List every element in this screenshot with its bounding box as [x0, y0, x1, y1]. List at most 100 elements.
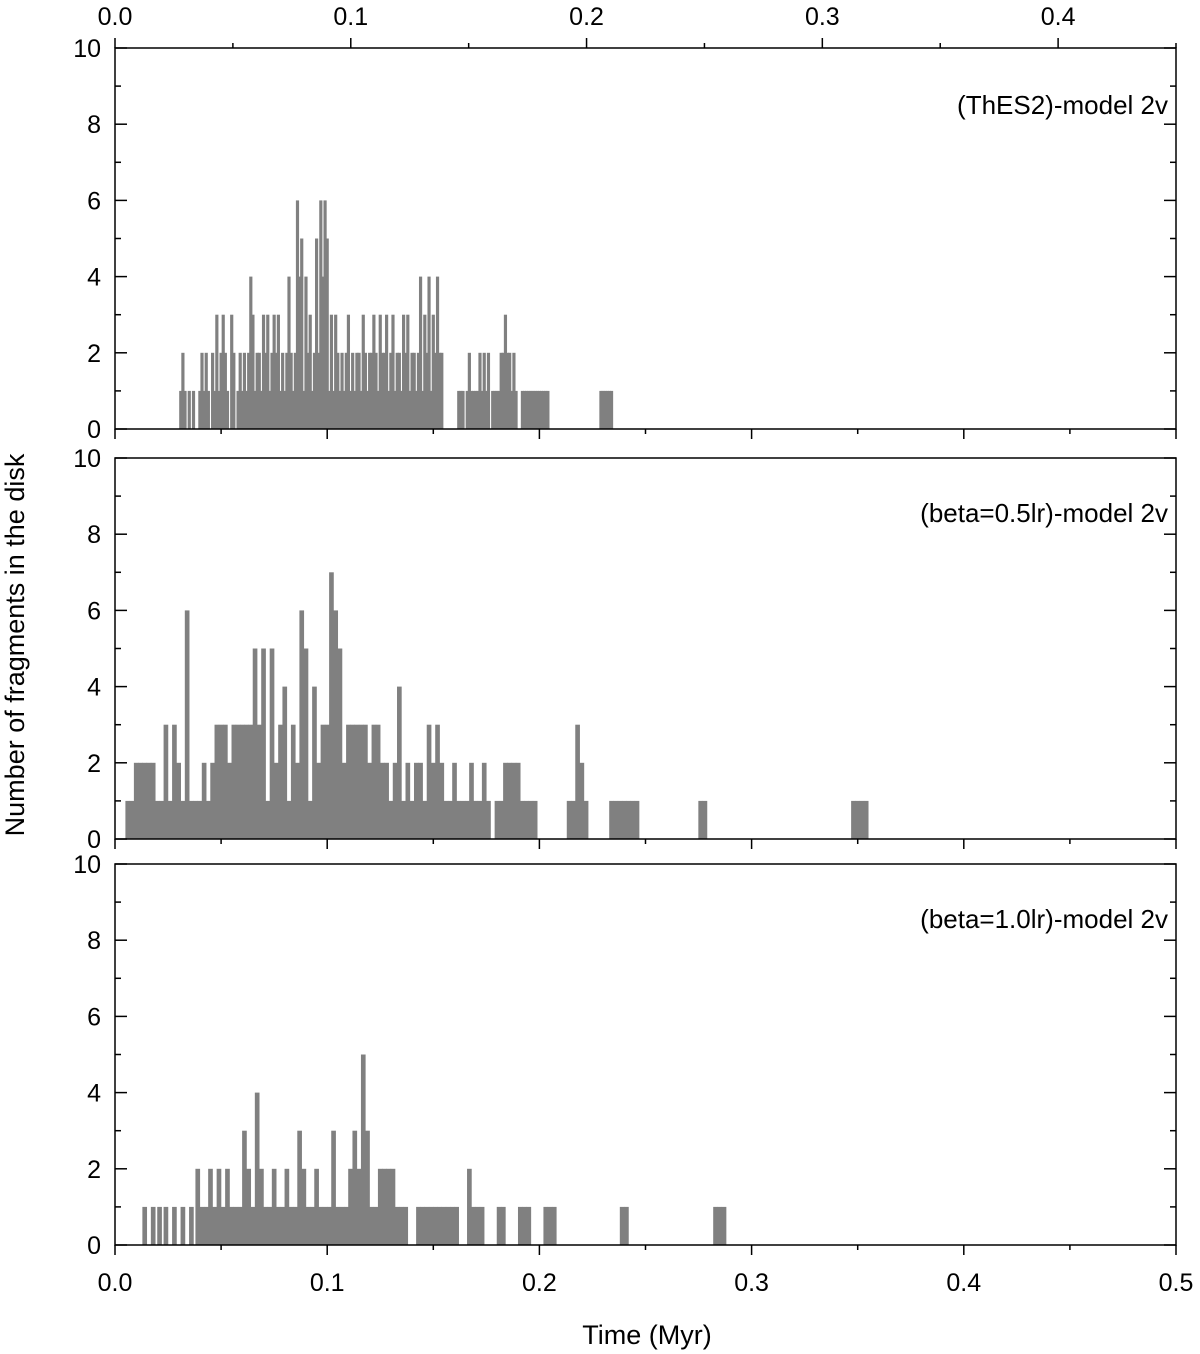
bar-p3-29 — [288, 1206, 294, 1245]
bar-p1-27 — [251, 314, 255, 429]
y-tick-label-p2-5: 10 — [73, 445, 101, 473]
bar-p2-43 — [307, 800, 313, 839]
bar-p1-83 — [370, 352, 374, 429]
bar-p2-59 — [375, 724, 381, 839]
bar-p1-0 — [179, 390, 183, 429]
bar-p1-12 — [215, 314, 219, 429]
bar-p1-109 — [425, 352, 429, 429]
bar-p1-121 — [467, 352, 471, 429]
bar-p1-81 — [365, 390, 370, 429]
bar-p3-30 — [293, 1206, 298, 1245]
bar-p1-7 — [202, 390, 206, 429]
y-tick-label-p2-1: 2 — [87, 750, 101, 778]
bar-p1-150 — [535, 390, 539, 429]
bar-p2-70 — [422, 800, 428, 839]
bar-p2-63 — [392, 762, 398, 839]
top-x-tick-label-3: 0.3 — [805, 3, 840, 31]
bar-p2-84 — [481, 762, 487, 839]
bar-p1-61 — [323, 200, 327, 429]
bar-p3-57 — [416, 1206, 421, 1245]
bar-p1-124 — [474, 390, 478, 429]
bar-p2-95 — [532, 800, 538, 839]
bar-p1-19 — [232, 352, 236, 429]
bar-p2-22 — [218, 724, 224, 839]
bar-p1-156 — [599, 390, 603, 429]
labels-layer: 0 2 4 6 8 10 (ThES2)-model 2v 0 2 4 6 8 10 (beta=0.5l… — [73, 3, 1193, 1297]
bar-p1-37 — [272, 314, 276, 429]
bar-p1-62 — [325, 238, 329, 429]
bar-p1-114 — [435, 276, 440, 429]
bar-p1-68 — [338, 390, 342, 429]
bar-p1-47 — [293, 352, 297, 429]
bar-p2-61 — [384, 762, 389, 839]
bar-p3-15 — [229, 1206, 235, 1245]
top-x-tick-label-2: 0.2 — [569, 3, 604, 31]
bar-p1-118 — [459, 390, 463, 429]
bar-p1-67 — [336, 352, 340, 429]
bar-p3-47 — [365, 1130, 370, 1245]
bar-p1-141 — [512, 352, 516, 429]
bar-p3-3 — [163, 1206, 169, 1245]
bar-p1-72 — [346, 314, 351, 429]
y-tick-label-p1-2: 4 — [87, 264, 101, 292]
bar-p1-157 — [601, 390, 605, 429]
bar-p2-68 — [413, 762, 419, 839]
bar-p2-88 — [503, 762, 508, 839]
bar-p1-17 — [225, 390, 230, 429]
bar-p1-51 — [302, 390, 306, 429]
bar-p2-36 — [278, 724, 283, 839]
bar-p1-49 — [298, 276, 302, 429]
bar-p2-53 — [350, 724, 355, 839]
bar-p3-64 — [445, 1206, 451, 1245]
bar-p2-28 — [244, 724, 249, 839]
bar-p2-79 — [460, 800, 466, 839]
bar-p1-60 — [321, 276, 325, 429]
bar-p2-5 — [146, 762, 152, 839]
bar-p3-66 — [454, 1206, 459, 1245]
bar-p2-112 — [859, 800, 865, 839]
bar-p1-147 — [529, 390, 533, 429]
bar-p1-133 — [495, 390, 499, 429]
y-tick-label-p3-3: 6 — [87, 1003, 101, 1031]
bar-p3-70 — [479, 1206, 485, 1245]
bar-p2-37 — [282, 686, 288, 839]
bar-p1-153 — [542, 390, 546, 429]
bottom-x-tick-label-2: 0.2 — [522, 1269, 557, 1297]
bar-p3-1 — [150, 1206, 156, 1245]
bar-p1-136 — [501, 352, 505, 429]
bar-p1-75 — [353, 390, 357, 429]
bar-p1-8 — [204, 352, 208, 429]
bar-p1-21 — [238, 352, 242, 429]
bar-p2-96 — [566, 800, 572, 839]
top-x-tick-label-1: 0.1 — [333, 3, 368, 31]
bar-p2-108 — [698, 800, 704, 839]
bar-p1-18 — [230, 314, 234, 429]
bar-p2-34 — [269, 648, 275, 839]
x-axis-title: Time (Myr) — [582, 1320, 711, 1350]
bar-p3-4 — [172, 1206, 177, 1245]
bar-p3-38 — [326, 1206, 332, 1245]
bar-p1-20 — [236, 390, 240, 429]
bar-p3-31 — [297, 1130, 302, 1245]
bar-p2-82 — [473, 800, 479, 839]
bar-p3-14 — [225, 1168, 230, 1245]
bar-p3-28 — [284, 1168, 290, 1245]
bar-p3-16 — [233, 1206, 239, 1245]
bar-p1-110 — [427, 276, 431, 429]
bar-p1-58 — [317, 352, 321, 429]
bar-p3-54 — [394, 1206, 400, 1245]
bar-p3-34 — [310, 1206, 315, 1245]
bar-p3-52 — [386, 1168, 392, 1245]
bar-p2-33 — [265, 800, 271, 839]
bar-p1-84 — [372, 314, 376, 429]
bar-p1-5 — [198, 390, 202, 429]
bar-p1-120 — [465, 390, 469, 429]
bar-p1-39 — [276, 314, 280, 429]
y-tick-label-p2-2: 4 — [87, 674, 101, 702]
bar-p2-77 — [452, 762, 457, 839]
bar-p2-39 — [290, 724, 296, 839]
bar-p3-35 — [314, 1168, 319, 1245]
bar-p1-66 — [334, 314, 338, 429]
bar-p1-91 — [387, 390, 391, 429]
bar-p2-58 — [371, 724, 377, 839]
